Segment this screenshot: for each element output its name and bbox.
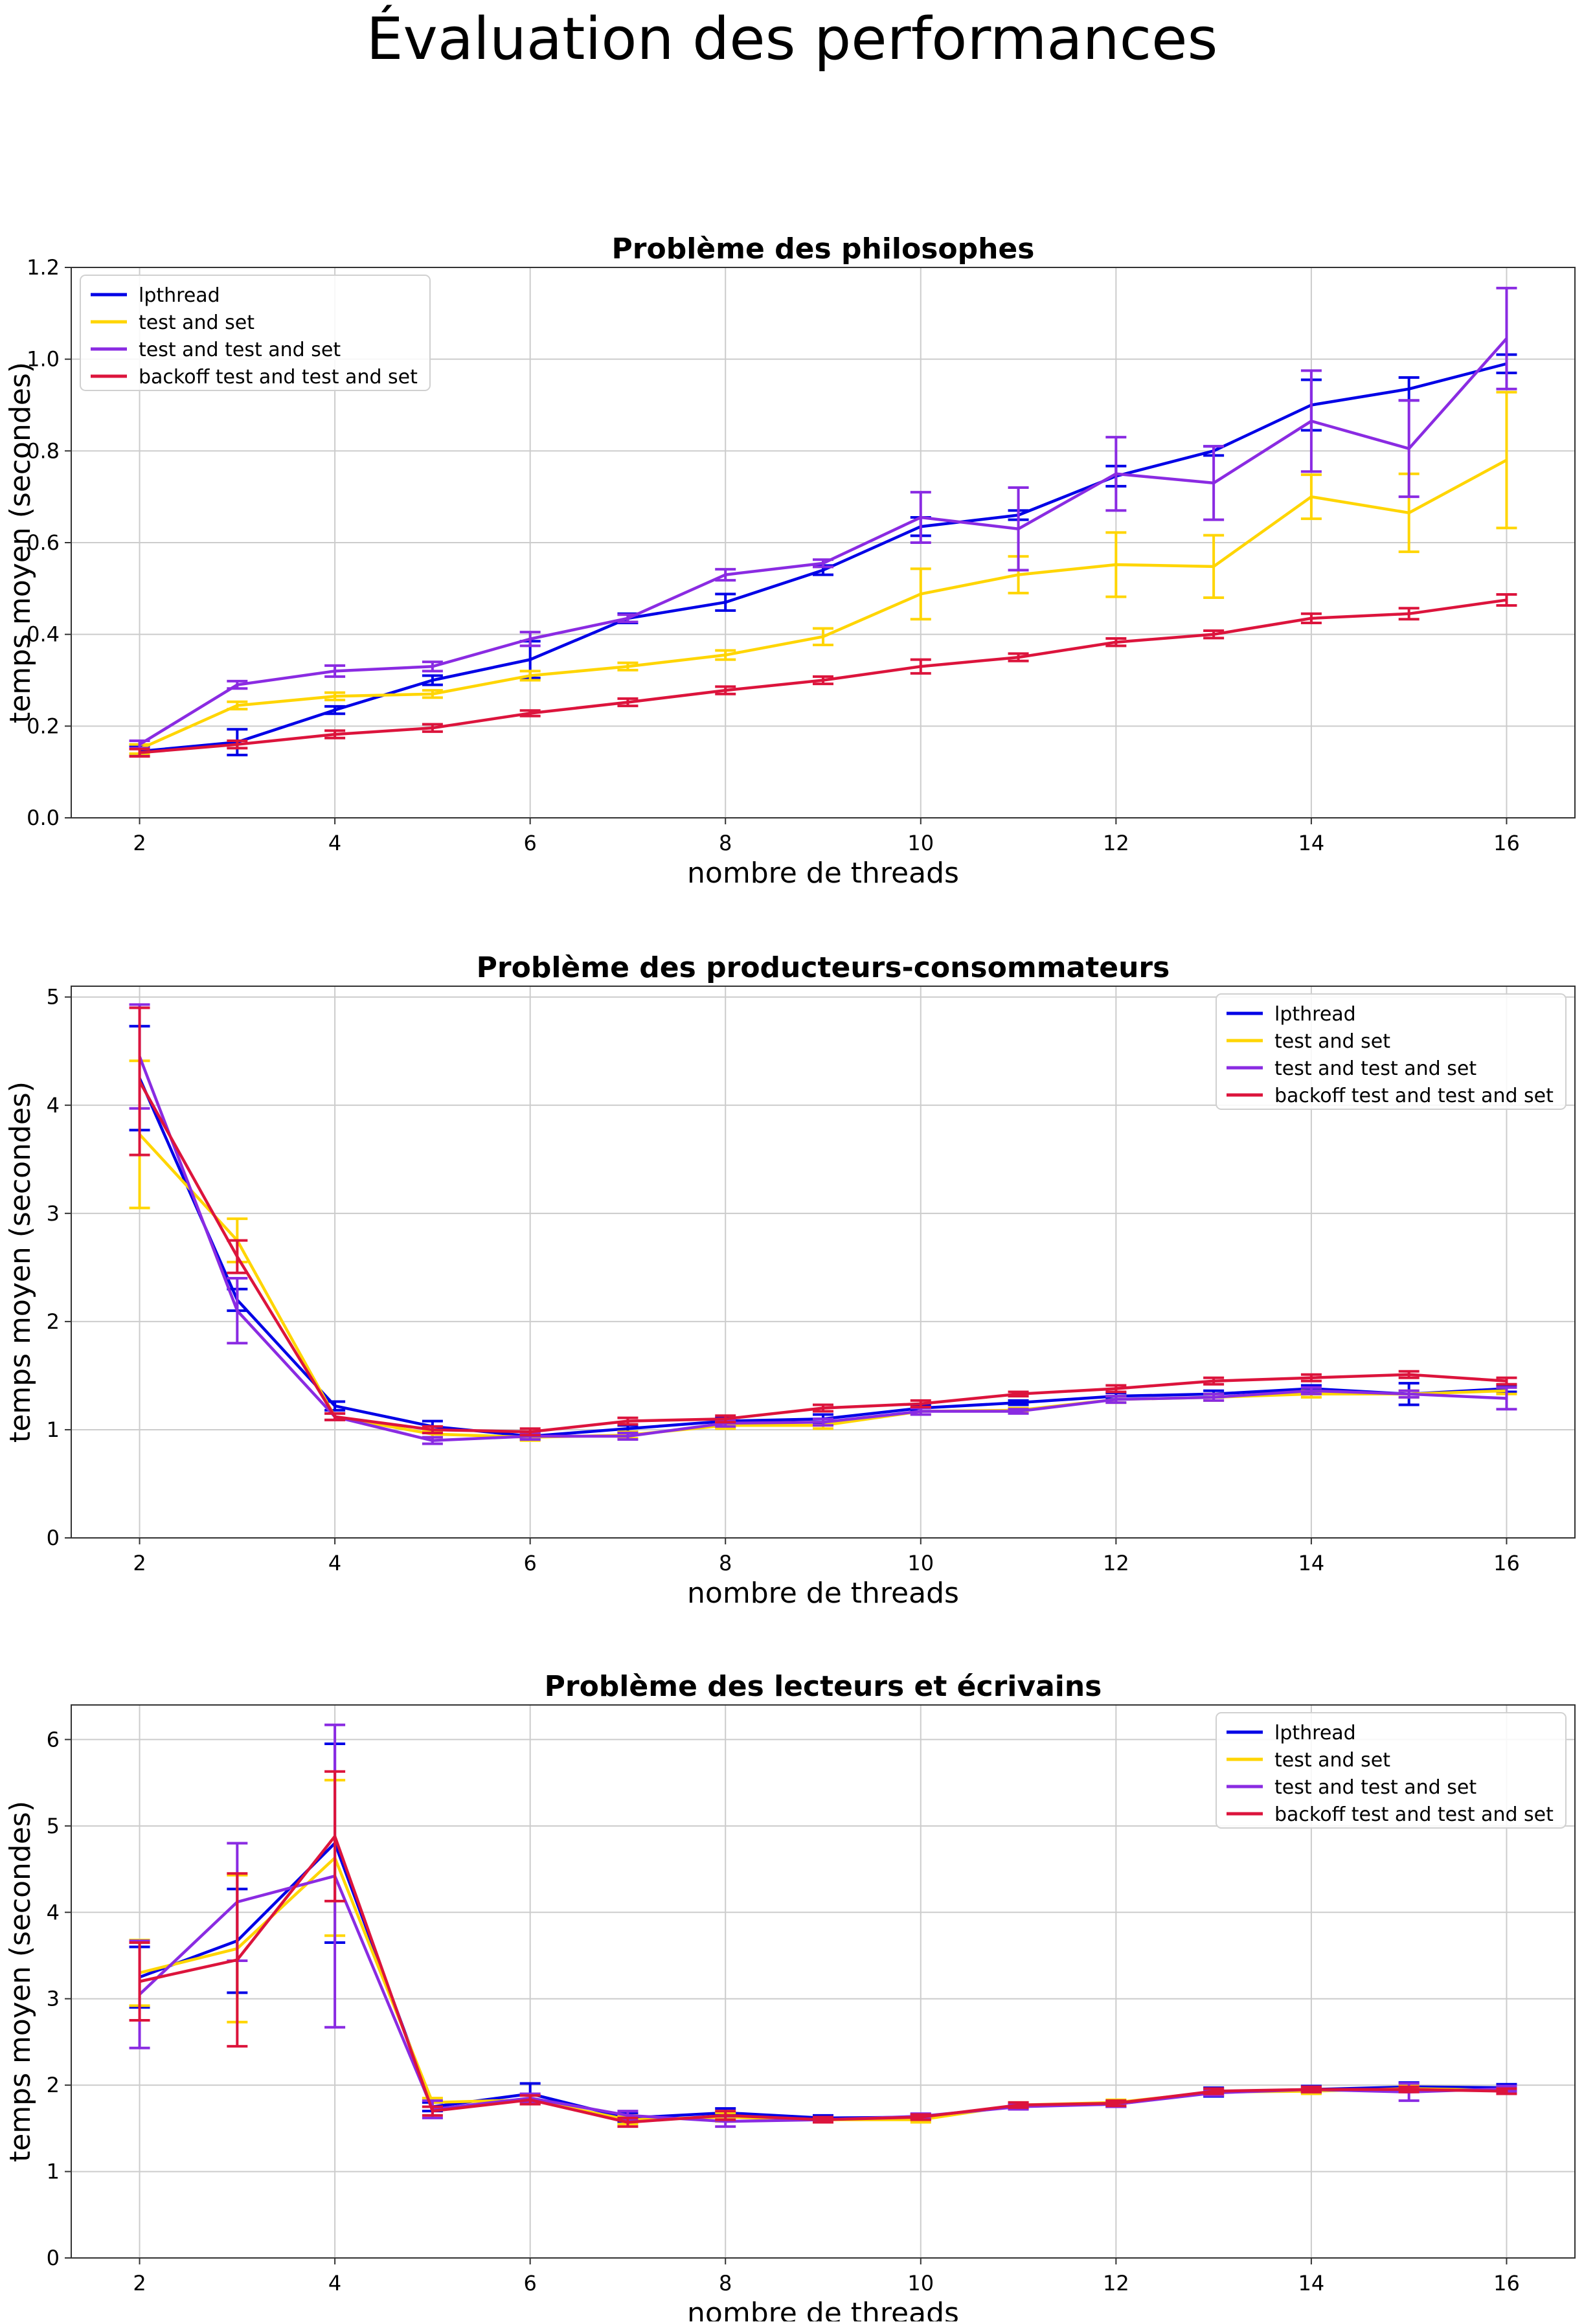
- x-tick-label: 16: [1493, 2271, 1520, 2296]
- x-tick-label: 14: [1298, 1551, 1325, 1575]
- chart-title: Problème des lecteurs et écrivains: [545, 1670, 1102, 1703]
- legend-label: backoff test and test and set: [1274, 1085, 1554, 1107]
- x-tick-label: 16: [1493, 831, 1520, 855]
- y-tick-label: 2: [47, 2073, 60, 2097]
- legend-box: [80, 275, 431, 391]
- x-tick-label: 12: [1103, 831, 1129, 855]
- y-tick-label: 0: [47, 1526, 60, 1550]
- x-tick-label: 2: [133, 831, 146, 855]
- x-tick-label: 10: [907, 1551, 934, 1575]
- series-line-1: [139, 362, 1508, 753]
- y-tick-label: 1: [47, 1417, 60, 1442]
- x-tick-label: 14: [1298, 831, 1325, 855]
- series-group: [129, 286, 1517, 758]
- x-tick-label: 8: [719, 2271, 732, 2296]
- chart-panel-1: 2 4 6 8 10 12 14 16 0.0 0.2 0.4 0.6 0.8 1.0 1.2 Problèm…: [4, 232, 1576, 890]
- x-axis-label: nombre de threads: [687, 2297, 959, 2321]
- series-line-4: [139, 598, 1507, 754]
- series-line-2: [139, 458, 1508, 750]
- x-tick-label: 10: [907, 2271, 934, 2296]
- legend-label: lpthread: [1274, 1722, 1356, 1744]
- series-line-3: [139, 337, 1508, 746]
- series-group: [129, 1003, 1517, 1445]
- x-tick-label: 2: [133, 2271, 146, 2296]
- y-axis-label: temps moyen (secondes): [4, 1081, 37, 1443]
- x-axis-label: nombre de threads: [687, 1577, 959, 1610]
- series-group: [129, 1723, 1517, 2128]
- x-tick-label: 12: [1103, 2271, 1129, 2296]
- x-tick-label: 10: [907, 831, 934, 855]
- y-axis-label: temps moyen (secondes): [4, 362, 37, 723]
- chart-title: Problème des philosophes: [612, 232, 1035, 265]
- x-tick-label: 6: [523, 831, 536, 855]
- series-line-4: [138, 1080, 1507, 1434]
- y-tick-label: 4: [47, 1900, 60, 1924]
- y-axis-label: temps moyen (secondes): [4, 1801, 37, 2162]
- y-tick-label: 0.6: [27, 530, 60, 555]
- y-tick-label: 1.2: [27, 255, 60, 280]
- y-tick-label: 5: [47, 1814, 60, 1838]
- x-tick-label: 2: [133, 1551, 146, 1575]
- y-tick-label: 0.4: [27, 622, 60, 647]
- legend: lpthread test and set test and test and se…: [80, 275, 431, 391]
- y-tick-label: 0.0: [27, 806, 60, 830]
- legend-label: test and test and set: [1274, 1057, 1477, 1080]
- legend-label: lpthread: [139, 284, 220, 307]
- legend-label: backoff test and test and set: [1274, 1803, 1554, 1826]
- legend-label: test and set: [139, 311, 255, 334]
- x-tick-label: 6: [523, 1551, 536, 1575]
- legend-box: [1216, 993, 1567, 1110]
- x-tick-label: 8: [719, 1551, 732, 1575]
- legend: lpthread test and set test and test and se…: [1216, 1712, 1567, 1829]
- y-tick-label: 4: [47, 1093, 60, 1118]
- legend-box: [1216, 1712, 1567, 1829]
- plot-frame: [71, 986, 1576, 1539]
- legend-label: test and set: [1274, 1749, 1390, 1772]
- y-tick-label: 3: [47, 1201, 60, 1226]
- y-tick-label: 0.2: [27, 714, 60, 738]
- legend-label: backoff test and test and set: [139, 366, 418, 389]
- x-tick-label: 6: [523, 2271, 536, 2296]
- legend-label: test and set: [1274, 1030, 1390, 1053]
- y-tick-label: 5: [47, 985, 60, 1010]
- y-tick-label: 1: [47, 2160, 60, 2184]
- y-tick-label: 0: [47, 2246, 60, 2270]
- chart-title: Problème des producteurs-consommateurs: [477, 951, 1170, 984]
- series-line-3: [138, 1055, 1507, 1442]
- y-tick-label: 0.8: [27, 438, 60, 463]
- x-axis-label: nombre de threads: [687, 857, 959, 890]
- x-tick-label: 14: [1298, 2271, 1325, 2296]
- legend: lpthread test and set test and test and se…: [1216, 993, 1567, 1110]
- plot-frame: [71, 1704, 1576, 2259]
- x-tick-label: 8: [719, 831, 732, 855]
- x-tick-label: 12: [1103, 1551, 1129, 1575]
- legend-label: test and test and set: [1274, 1776, 1477, 1799]
- y-tick-label: 3: [47, 1987, 60, 2011]
- y-tick-label: 2: [47, 1309, 60, 1334]
- legend-label: test and test and set: [139, 339, 341, 361]
- series-line-1: [138, 1077, 1507, 1438]
- x-tick-label: 16: [1493, 1551, 1520, 1575]
- figure-title: Évaluation des performances: [366, 5, 1218, 73]
- x-tick-label: 4: [328, 2271, 341, 2296]
- legend-label: lpthread: [1274, 1003, 1356, 1026]
- series-line-4: [139, 1834, 1507, 2124]
- x-tick-label: 4: [328, 831, 341, 855]
- y-tick-label: 6: [47, 1727, 60, 1752]
- x-tick-label: 4: [328, 1551, 341, 1575]
- y-tick-label: 1.0: [27, 347, 60, 372]
